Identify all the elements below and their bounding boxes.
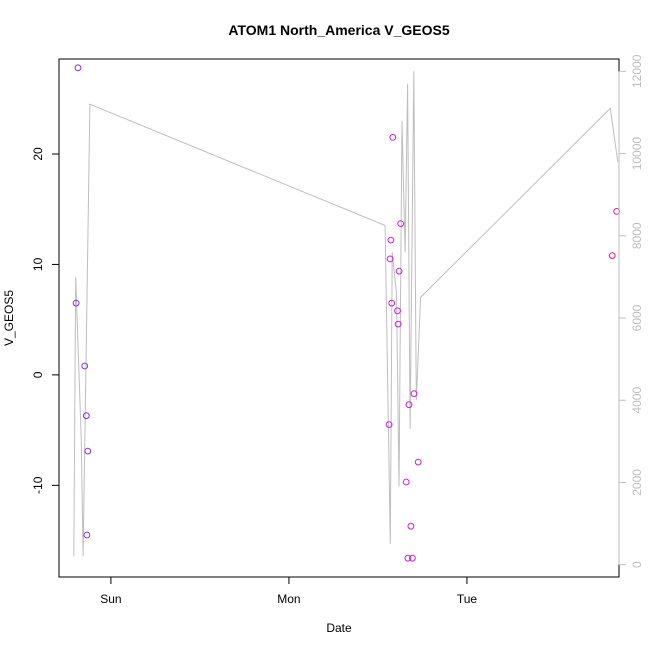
y-tick-label: 0 [31,371,45,378]
y2-tick-label: 0 [630,561,644,568]
data-point [395,267,403,275]
data-point [608,252,616,260]
y2-tick-label: 2000 [630,469,644,496]
data-point [84,447,92,455]
chart-title: ATOM1 North_America V_GEOS5 [228,22,449,38]
data-point [397,220,405,228]
data-point [404,554,412,562]
x-tick-label: Mon [277,592,300,606]
data-point [385,421,393,429]
x-tick-label: Tue [457,592,478,606]
data-point [394,320,402,328]
data-point [72,299,80,307]
data-point [83,531,91,539]
data-point [402,478,410,486]
y2-tick-label: 4000 [630,387,644,414]
y2-tick-label: 12000 [630,54,644,88]
series-line [73,71,619,557]
y2-tick-label: 10000 [630,137,644,171]
data-point [81,362,89,370]
y2-tick-label: 8000 [630,222,644,249]
data-point [405,401,413,409]
data-point [407,522,415,530]
data-point [389,134,397,141]
data-point [387,236,395,244]
y-tick-label: 20 [31,147,45,161]
y2-axis: 0 2000 4000 6000 8000 10000 12000 [618,54,644,568]
data-point [409,554,416,562]
data-point [394,307,401,315]
data-point [388,299,396,307]
x-tick-label: Sun [100,592,121,606]
line-layer [73,71,619,557]
y-tick-label: -10 [31,476,45,494]
y-axis-label: V_GEOS5 [2,290,16,346]
y2-tick-label: 6000 [630,304,644,331]
data-point [74,64,82,72]
plot-frame [58,58,620,578]
points-layer [72,64,621,562]
x-axis: Sun Mon Tue [100,577,477,606]
data-point [613,208,621,215]
data-point [414,458,422,466]
data-point [410,390,418,398]
data-point [386,255,394,263]
x-axis-label: Date [326,621,352,635]
data-point [82,412,90,420]
y-axis: -10 0 10 20 [31,147,59,494]
y-tick-label: 10 [31,257,45,271]
